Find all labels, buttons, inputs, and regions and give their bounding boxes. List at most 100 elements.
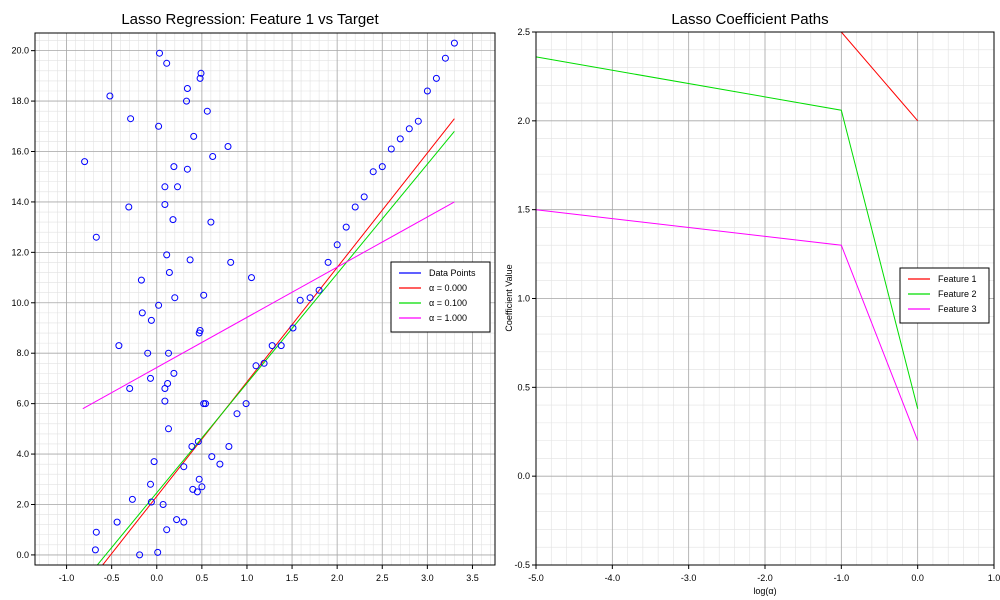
data-point xyxy=(169,216,177,224)
y-tick-label: 1.0 xyxy=(517,294,530,304)
coefficient-paths-chart: Lasso Coefficient Paths -5.0 -4.0 -3.0 -2.0… xyxy=(504,11,1000,596)
data-point xyxy=(150,458,158,466)
data-point xyxy=(202,400,209,408)
data-point xyxy=(165,349,172,357)
data-point xyxy=(289,324,297,332)
data-point xyxy=(227,258,235,266)
data-point xyxy=(156,49,163,57)
data-point xyxy=(209,153,217,160)
data-point xyxy=(225,443,233,450)
x-tick-label: 1.5 xyxy=(286,573,299,583)
data-point xyxy=(92,528,100,536)
data-point xyxy=(137,276,145,284)
data-point xyxy=(242,400,250,408)
data-point xyxy=(207,218,215,226)
x-axis-label: log(α) xyxy=(753,586,776,596)
data-point xyxy=(233,410,241,418)
data-point xyxy=(196,74,204,82)
chart-title: Lasso Coefficient Paths xyxy=(671,11,828,28)
data-point xyxy=(252,362,260,370)
data-point xyxy=(432,74,440,82)
plot-frame xyxy=(34,32,496,566)
plot-grid xyxy=(35,33,495,566)
data-point xyxy=(387,145,395,153)
data-point xyxy=(216,460,224,468)
x-tick-label: 2.5 xyxy=(376,573,389,583)
data-point xyxy=(161,397,169,405)
data-point xyxy=(190,132,198,140)
y-tick-label: 4.0 xyxy=(16,449,29,459)
data-point xyxy=(441,54,449,62)
data-point xyxy=(277,342,285,350)
chart-title: Lasso Regression: Feature 1 vs Target xyxy=(121,11,379,28)
plot-area xyxy=(81,39,458,565)
data-point xyxy=(136,551,144,559)
data-point xyxy=(396,135,404,143)
data-point xyxy=(180,463,188,471)
data-point xyxy=(163,526,171,534)
data-point xyxy=(194,438,202,445)
y-tick-label: 10.0 xyxy=(11,298,29,308)
x-tick-label: -5.0 xyxy=(528,573,544,583)
data-point xyxy=(450,39,458,47)
y-tick-label: 18.0 xyxy=(11,96,29,106)
data-point xyxy=(144,349,152,357)
data-point xyxy=(351,203,359,211)
y-tick-label: 0.0 xyxy=(16,550,29,560)
data-point xyxy=(147,374,154,382)
data-point xyxy=(198,483,206,491)
data-point xyxy=(92,233,100,241)
x-tick-label: 2.0 xyxy=(331,573,344,583)
data-point xyxy=(174,183,181,191)
data-point xyxy=(170,369,178,377)
data-point xyxy=(296,296,304,304)
data-point xyxy=(360,193,368,201)
y-tick-label: 20.0 xyxy=(11,46,29,56)
x-tick-label: -1.0 xyxy=(834,573,850,583)
x-tick-label: -2.0 xyxy=(757,573,773,583)
data-point xyxy=(423,87,431,95)
y-axis-label: Coefficient Value xyxy=(504,264,514,331)
data-point xyxy=(147,480,154,488)
data-point xyxy=(414,117,422,125)
data-point xyxy=(224,143,232,150)
data-point xyxy=(125,203,133,211)
data-point xyxy=(161,385,169,392)
data-point xyxy=(195,475,203,483)
data-point xyxy=(315,286,323,294)
legend: Data Points α = 0.000 α = 0.100 α = 1.000 xyxy=(390,261,491,333)
data-point xyxy=(155,301,163,309)
data-point xyxy=(183,165,191,173)
data-point xyxy=(159,501,167,508)
data-point xyxy=(369,168,377,176)
data-point xyxy=(171,294,179,302)
legend-label: α = 0.000 xyxy=(429,283,467,293)
axis-ticks: -5.0 -4.0 -3.0 -2.0 -1.0 0.0 1.0 -0.5 0.0 0.5 1.0 1… xyxy=(514,27,1000,583)
x-tick-label: -1.0 xyxy=(59,573,75,583)
data-point xyxy=(378,163,386,171)
data-point xyxy=(161,183,169,191)
legend-box xyxy=(899,267,990,324)
plot-area xyxy=(535,31,919,441)
legend-box xyxy=(390,261,491,333)
legend-label: α = 0.100 xyxy=(429,298,467,308)
data-point xyxy=(186,256,194,264)
data-point xyxy=(180,518,188,526)
regression-line xyxy=(102,118,455,565)
x-tick-label: 3.5 xyxy=(466,573,479,583)
legend-label: Feature 2 xyxy=(938,289,977,299)
legend-label: Feature 1 xyxy=(938,274,977,284)
data-point xyxy=(113,518,121,526)
data-point xyxy=(333,241,341,249)
y-tick-label: 0.5 xyxy=(517,382,530,392)
y-tick-label: 2.5 xyxy=(517,27,530,37)
y-tick-label: 16.0 xyxy=(11,147,29,157)
data-point xyxy=(193,488,201,496)
x-tick-label: -0.5 xyxy=(104,573,120,583)
x-tick-label: 0.5 xyxy=(196,573,209,583)
data-point xyxy=(173,516,181,524)
y-tick-label: -0.5 xyxy=(514,560,530,570)
y-tick-label: 14.0 xyxy=(11,197,29,207)
